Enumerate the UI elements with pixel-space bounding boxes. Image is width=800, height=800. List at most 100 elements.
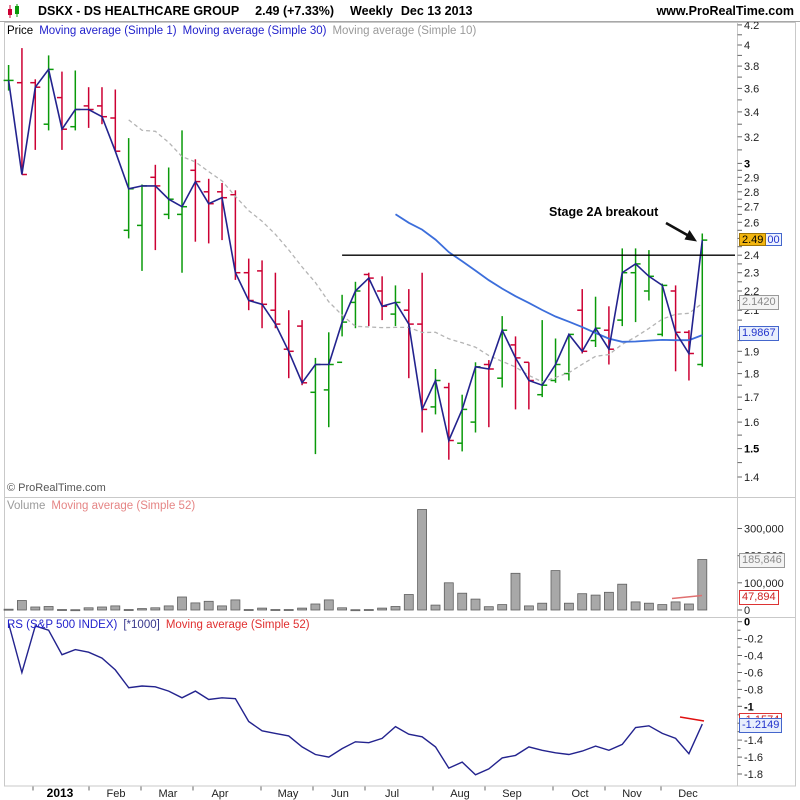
- price-axis-label: 1.6: [744, 417, 759, 429]
- volume-bar: [297, 607, 308, 611]
- x-axis: 2013 Feb Mar Apr May Jun Jul Aug Sep Oct Nov Dec: [32, 786, 698, 800]
- price-bars: [3, 48, 708, 460]
- volume-bar: [97, 606, 107, 611]
- volume-bar: [537, 602, 548, 611]
- volume-bar: [337, 607, 348, 611]
- volume-bar: [457, 592, 468, 611]
- volume-bar: [604, 591, 614, 611]
- volume-bar: [670, 601, 681, 611]
- annotation-arrow: [665, 221, 697, 242]
- price-axis-label: 1.8: [744, 369, 759, 381]
- x-axis-month-label: 2013: [47, 786, 74, 800]
- x-axis-month-label: Apr: [211, 788, 228, 800]
- timeframe-label[interactable]: Weekly: [350, 3, 393, 18]
- price-axis-label: 3.2: [744, 132, 759, 144]
- price-axis-label: 1.4: [744, 472, 759, 484]
- last-price-box: 2.49 00: [739, 233, 782, 247]
- volume-bar: [403, 594, 414, 611]
- price-axis-label: 3: [744, 158, 750, 170]
- volume-bar: [190, 602, 201, 611]
- copyright-watermark: © ProRealTime.com: [7, 482, 106, 494]
- price-axis-label: 2.9: [744, 172, 759, 184]
- price-axis-label: 4: [744, 40, 750, 52]
- volume-bar: [550, 570, 561, 611]
- rs-axis-label: -1.8: [744, 769, 763, 781]
- price-ma30-line: [395, 213, 703, 343]
- rs-axis-label: -0.2: [744, 634, 763, 646]
- price-axis-label: 4.2: [744, 20, 759, 32]
- legend-rs-multiplier: [*1000]: [123, 619, 160, 631]
- volume-axis-label: 100,000: [744, 578, 784, 590]
- rs-axis-label: -1.6: [744, 752, 763, 764]
- volume-bar: [217, 605, 227, 611]
- rs-axis-label: -1: [744, 701, 754, 713]
- volume-axis-label: 300,000: [744, 524, 784, 536]
- legend-ma-simple-10[interactable]: Moving average (Simple 10): [332, 25, 477, 37]
- legend-ma-simple-30[interactable]: Moving average (Simple 30): [182, 25, 327, 37]
- last-volume-box: 185,846: [739, 552, 785, 568]
- volume-bar: [630, 601, 641, 611]
- last-price-int: 2.49: [739, 233, 767, 247]
- rs-axis-label: 0: [744, 617, 750, 629]
- last-price-change: 2.49 (+7.33%): [255, 3, 335, 18]
- volume-bar: [697, 559, 708, 611]
- volume-bar: [177, 596, 187, 611]
- legend-volume[interactable]: Volume: [7, 500, 46, 512]
- volume-bar: [644, 602, 654, 611]
- price-ma30-value-box: 1.9867: [739, 326, 779, 341]
- volume-ma52-value-box: 47,894: [739, 590, 779, 605]
- candlestick-icon: [6, 3, 22, 19]
- y-axis: 4.243.83.63.43.232.92.82.72.62.42.32.22.…: [737, 20, 784, 781]
- price-pane-legend: Price Moving average (Simple 1) Moving a…: [7, 25, 476, 37]
- volume-bar: [350, 609, 361, 612]
- date-label: Dec 13 2013: [400, 3, 473, 18]
- price-axis-label: 2.8: [744, 187, 759, 199]
- volume-bar: [497, 604, 508, 611]
- x-axis-month-label: Dec: [678, 788, 698, 800]
- volume-bar: [310, 603, 321, 611]
- price-axis-label: 3.8: [744, 61, 759, 73]
- rs-value-box: -1.2149: [739, 717, 783, 733]
- volume-bars: [3, 509, 708, 612]
- price-axis-label: 2.7: [744, 202, 759, 214]
- legend-rs-ma-simple-52[interactable]: Moving average (Simple 52): [165, 619, 310, 631]
- rs-ma52-line: [679, 716, 705, 722]
- volume-axis-label: 0: [744, 605, 750, 617]
- pane-frame: [4, 22, 796, 787]
- volume-bar: [443, 582, 454, 611]
- volume-bar: [270, 609, 281, 611]
- volume-bar: [137, 608, 147, 611]
- volume-bar: [390, 606, 401, 611]
- website-link[interactable]: www.ProRealTime.com: [656, 3, 794, 18]
- volume-ma52-line: [671, 594, 703, 600]
- legend-volume-ma-simple-52[interactable]: Moving average (Simple 52): [51, 500, 196, 512]
- volume-bar: [377, 607, 388, 611]
- volume-bar: [70, 609, 81, 612]
- last-price-frac: 00: [766, 233, 782, 247]
- volume-bar: [483, 606, 494, 611]
- rs-axis-label: -0.8: [744, 684, 763, 696]
- x-axis-month-label: Nov: [622, 788, 642, 800]
- x-axis-month-label: Mar: [159, 788, 178, 800]
- x-axis-month-label: May: [278, 788, 299, 800]
- x-axis-month-label: Feb: [107, 788, 126, 800]
- price-axis-label: 3.6: [744, 83, 759, 95]
- legend-ma-simple-1[interactable]: Moving average (Simple 1): [39, 25, 177, 37]
- volume-bar: [430, 604, 441, 611]
- stage-2a-breakout-annotation: Stage 2A breakout: [549, 205, 659, 219]
- price-axis-label: 3.4: [744, 107, 759, 119]
- x-axis-month-label: Oct: [571, 788, 588, 800]
- x-axis-month-label: Sep: [502, 788, 522, 800]
- price-axis-label: 1.5: [744, 444, 759, 456]
- symbol-title: DSKX - DS HEALTHCARE GROUP: [38, 3, 240, 18]
- volume-bar: [524, 605, 534, 611]
- rs-axis-label: -1.4: [744, 735, 763, 747]
- volume-bar: [577, 593, 588, 611]
- volume-bar: [564, 602, 574, 611]
- volume-bar: [163, 605, 174, 611]
- legend-rs[interactable]: RS (S&P 500 INDEX): [7, 619, 118, 631]
- volume-bar: [590, 594, 601, 611]
- legend-price[interactable]: Price: [7, 25, 34, 37]
